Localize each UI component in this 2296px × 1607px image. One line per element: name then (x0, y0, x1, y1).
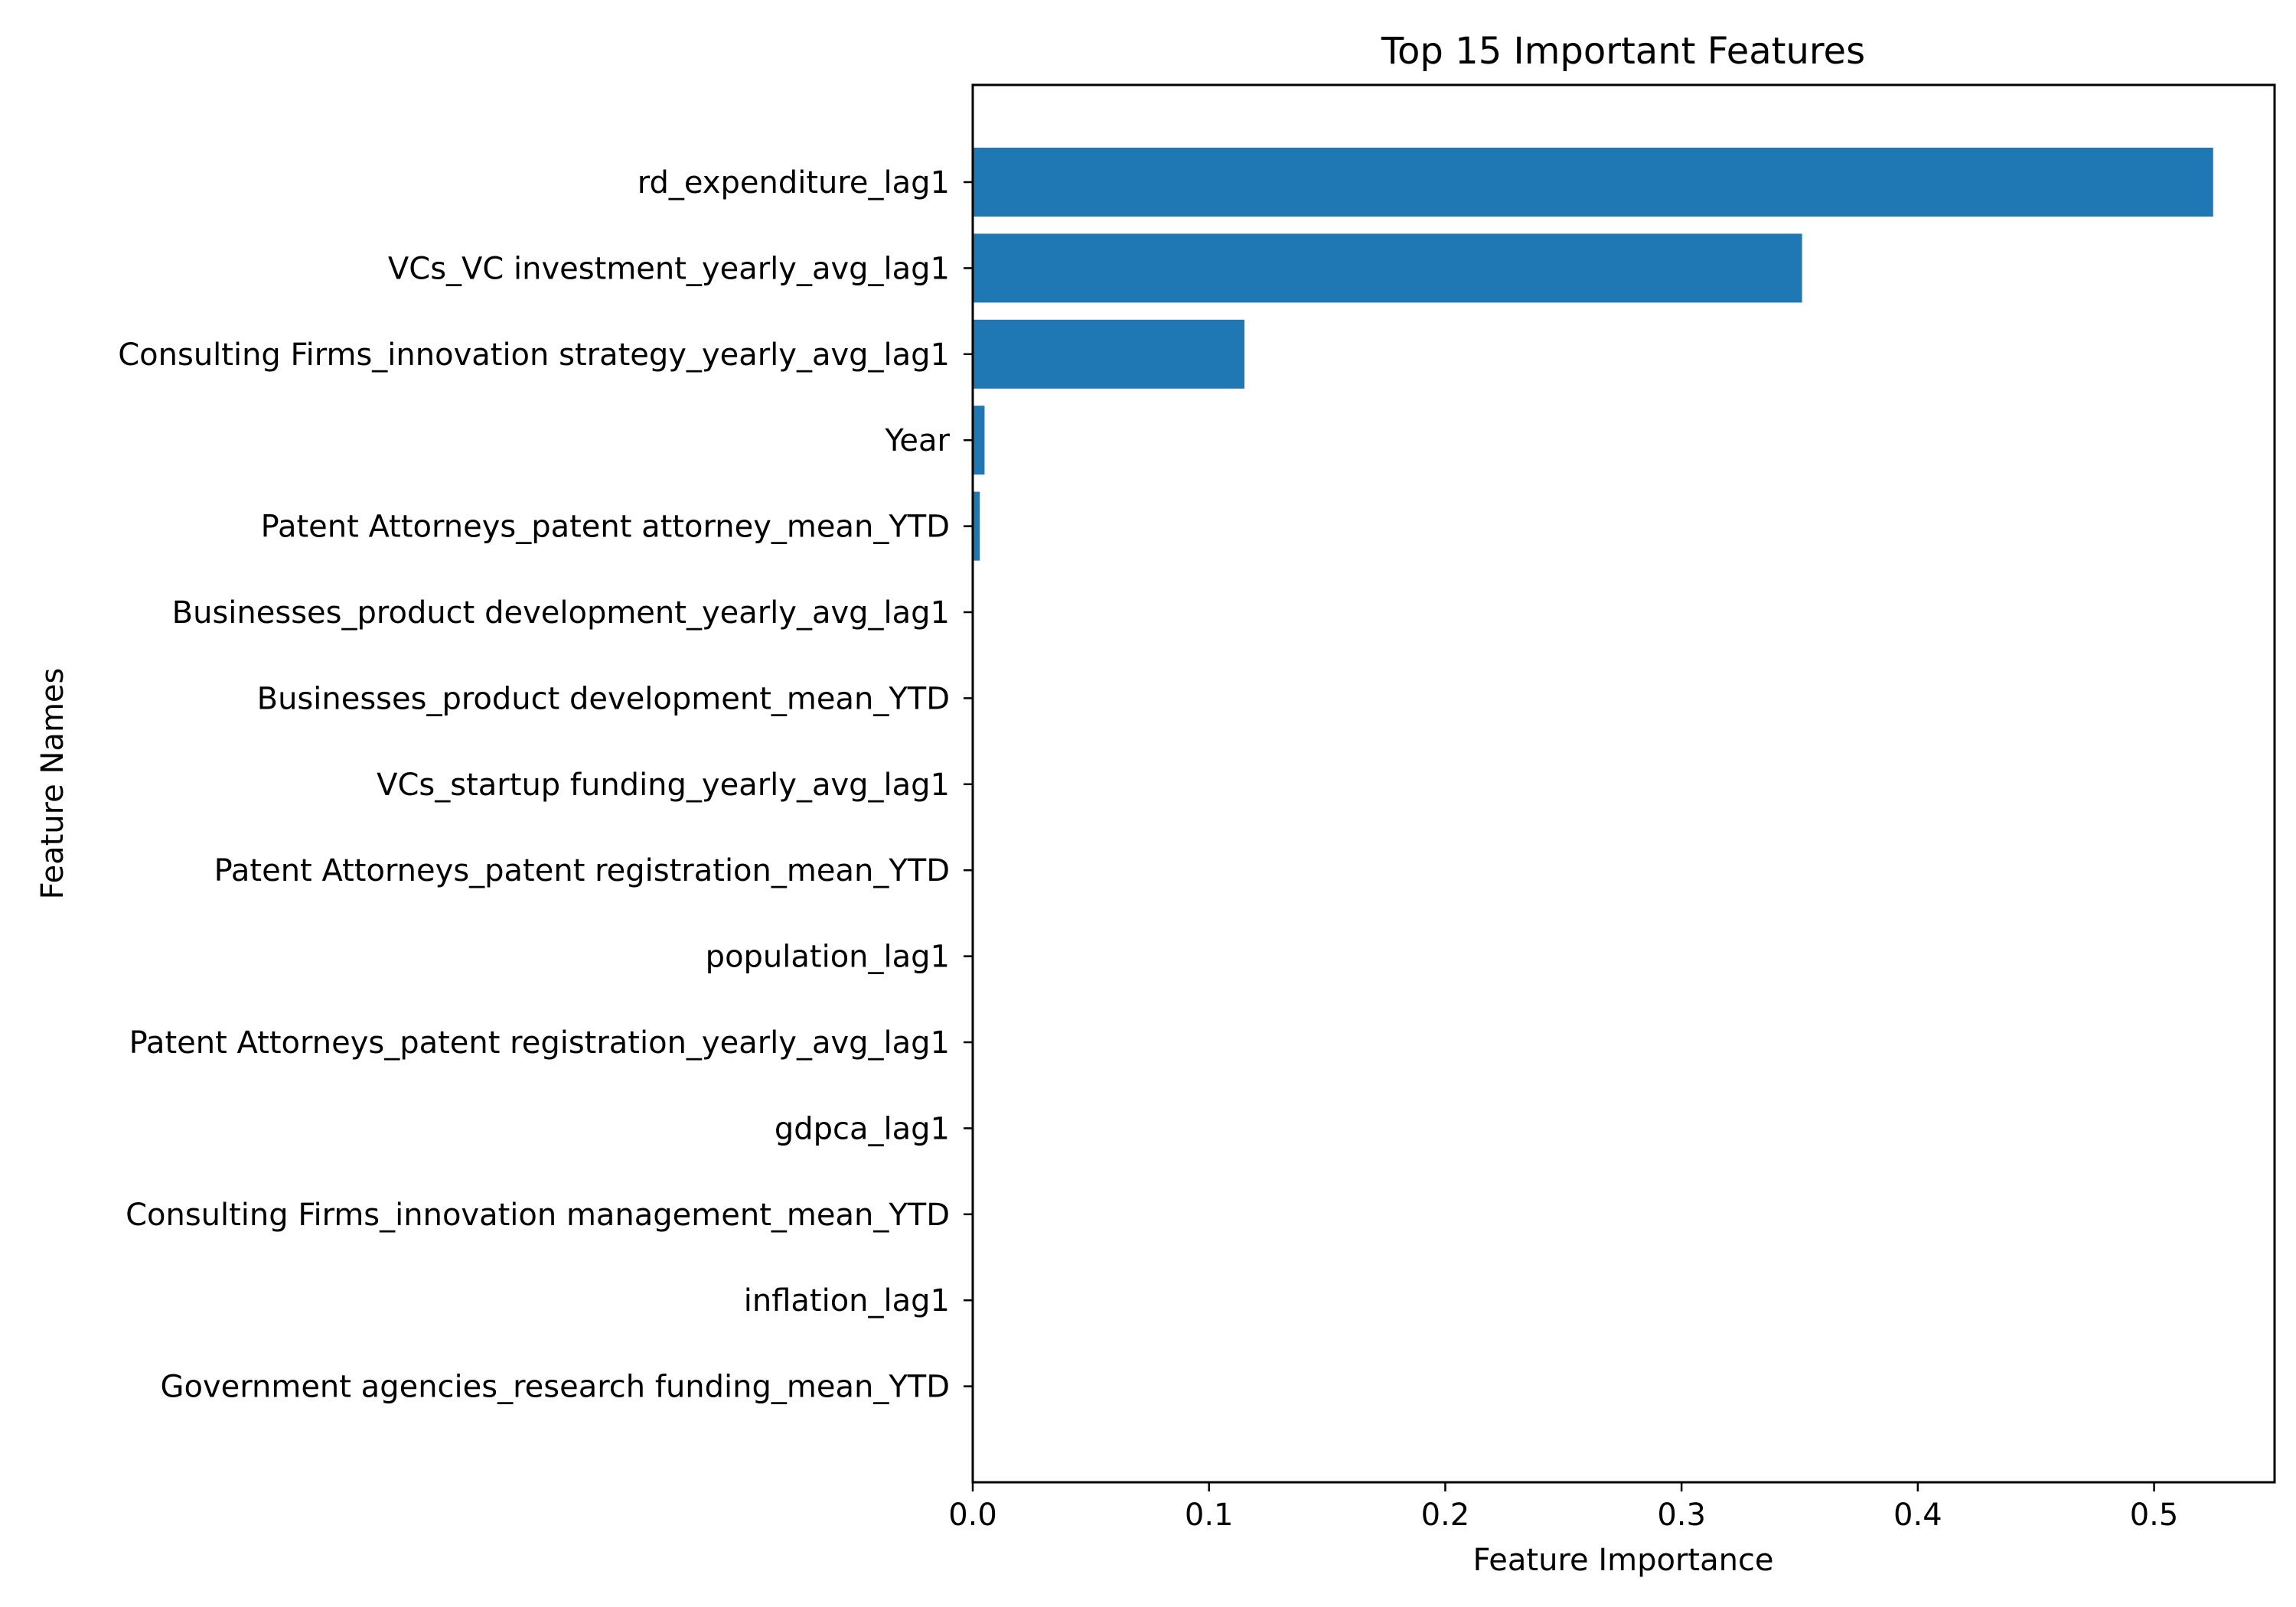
x-ticks-group: 0.0 0.1 0.2 0.3 0.4 0.5 (948, 1482, 2178, 1533)
x-tick-label: 0.0 (948, 1498, 997, 1533)
x-tick-label: 0.5 (2130, 1498, 2179, 1533)
y-tick-label: rd_expenditure_lag1 (638, 165, 950, 200)
y-tick-label: Government agencies_research funding_mea… (161, 1370, 950, 1405)
x-tick-label: 0.3 (1657, 1498, 1706, 1533)
bar-vcs-vc-investment-yearly-avg-lag1 (973, 233, 1802, 303)
y-tick-label: gdpca_lag1 (775, 1111, 950, 1146)
chart-title: Top 15 Important Features (1381, 30, 1865, 73)
y-axis-label: Feature Names (35, 668, 70, 900)
bar-rd-expenditure-lag1 (973, 148, 2213, 217)
y-tick-label: Consulting Firms_innovation strategy_yea… (118, 337, 950, 373)
y-tick-label: Patent Attorneys_patent registration_mea… (214, 853, 950, 888)
x-axis-label: Feature Importance (1473, 1543, 1773, 1578)
y-tick-label: Year (884, 423, 950, 458)
x-tick-label: 0.2 (1421, 1498, 1470, 1533)
y-tick-label: Businesses_product development_mean_YTD (257, 681, 950, 716)
y-tick-label: VCs_startup funding_yearly_avg_lag1 (377, 768, 950, 803)
y-tick-label: Patent Attorneys_patent attorney_mean_YT… (261, 510, 950, 545)
x-tick-label: 0.4 (1893, 1498, 1942, 1533)
bar-consulting-firms-innovation-strategy-yearly-avg-lag1 (973, 319, 1245, 389)
y-ticks-group: rd_expenditure_lag1 VCs_VC investment_yea… (118, 165, 973, 1405)
y-tick-label: Patent Attorneys_patent registration_yea… (129, 1025, 950, 1061)
y-tick-label: Consulting Firms_innovation management_m… (126, 1198, 950, 1233)
y-tick-label: population_lag1 (706, 940, 950, 975)
plot-frame (971, 83, 2276, 1484)
bar-patent-attorneys-patent-attorney-mean-ytd (973, 491, 980, 561)
x-tick-label: 0.1 (1185, 1498, 1234, 1533)
y-tick-label: VCs_VC investment_yearly_avg_lag1 (388, 251, 950, 286)
y-tick-label: inflation_lag1 (744, 1283, 950, 1319)
bars-group (973, 148, 2213, 1421)
bar-year (973, 406, 985, 475)
y-tick-label: Businesses_product development_yearly_av… (172, 595, 950, 631)
